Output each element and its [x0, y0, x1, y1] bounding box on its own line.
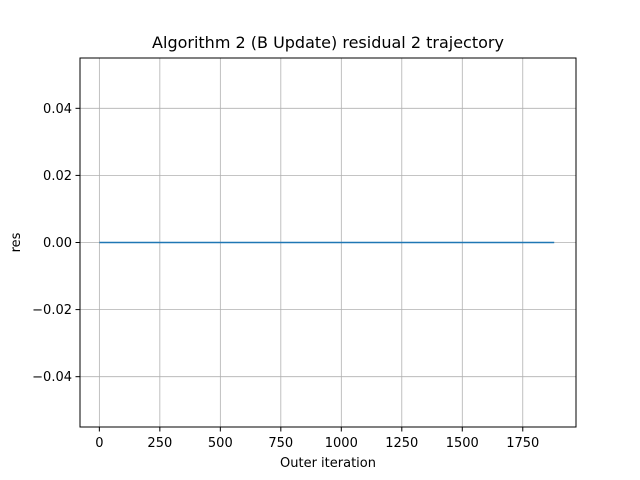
x-tick-label: 250 — [147, 436, 172, 451]
x-tick-label: 0 — [95, 436, 103, 451]
x-tick-label: 1500 — [446, 436, 479, 451]
y-tick-label: −0.04 — [32, 370, 72, 385]
x-axis-label: Outer iteration — [280, 456, 376, 471]
y-tick-label: 0.02 — [43, 169, 72, 184]
y-tick-label: 0.04 — [43, 102, 72, 117]
x-tick-label: 500 — [208, 436, 233, 451]
x-tick-label: 1250 — [385, 436, 418, 451]
x-tick-label: 1000 — [325, 436, 358, 451]
x-tick-label: 1750 — [506, 436, 539, 451]
chart-title: Algorithm 2 (B Update) residual 2 trajec… — [152, 33, 504, 52]
y-tick-label: 0.00 — [43, 236, 72, 251]
y-axis-label: res — [9, 232, 24, 252]
x-axis-ticks: 0 250 500 750 1000 1250 1500 1750 — [95, 427, 539, 451]
y-tick-label: −0.02 — [32, 303, 72, 318]
y-axis-ticks: 0.04 0.02 0.00 −0.02 −0.04 — [32, 102, 80, 385]
x-tick-label: 750 — [268, 436, 293, 451]
